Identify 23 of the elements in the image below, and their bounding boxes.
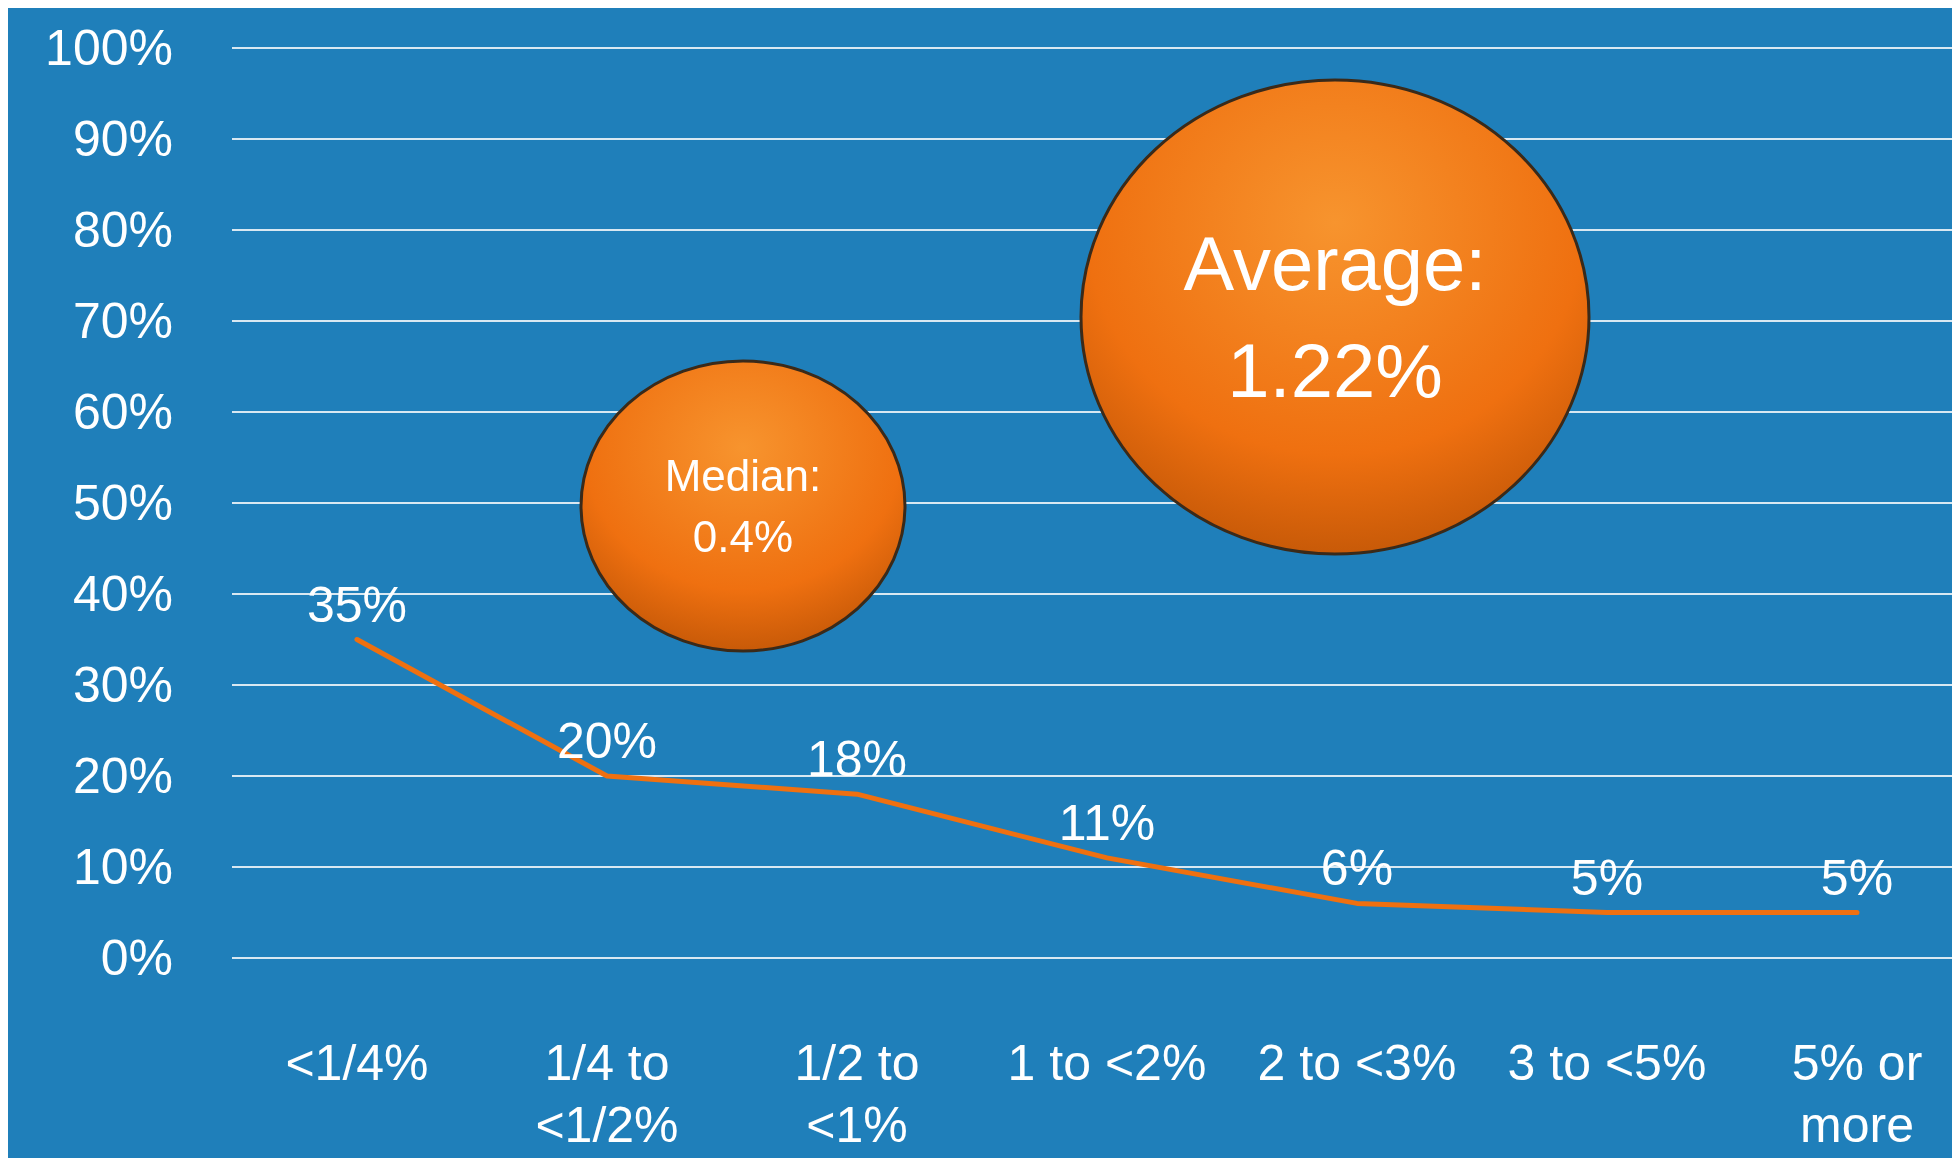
y-tick-label: 60%: [72, 384, 173, 440]
data-label: 20%: [556, 713, 658, 769]
y-tick-label: 80%: [72, 202, 173, 258]
y-tick-label: 30%: [72, 657, 173, 713]
x-tick-label: <1/4%: [285, 1035, 429, 1091]
x-tick-label: 1 to <2%: [1007, 1035, 1207, 1091]
x-tick-label: 1/2 to <1%: [794, 1035, 920, 1153]
x-tick-label: 3 to <5%: [1507, 1035, 1707, 1091]
annotation: Average: 1.22%: [1183, 221, 1487, 413]
x-tick-label: 2 to <3%: [1257, 1035, 1457, 1091]
y-tick-label: 10%: [72, 839, 173, 895]
x-tick-label: 5% or more: [1791, 1035, 1923, 1153]
y-tick-label: 0%: [100, 930, 173, 986]
y-tick-label: 90%: [72, 111, 173, 167]
y-tick-label: 70%: [72, 293, 173, 349]
data-label: 18%: [806, 731, 908, 788]
y-tick-label: 20%: [72, 748, 173, 804]
annotation: Median: 0.4%: [664, 450, 822, 562]
x-tick-label: 1/4 to <1/2%: [535, 1035, 679, 1153]
y-tick-label: 100%: [45, 20, 173, 76]
y-tick-label: 50%: [72, 475, 173, 531]
y-tick-label: 40%: [72, 566, 173, 622]
data-label: 11%: [1058, 794, 1156, 851]
